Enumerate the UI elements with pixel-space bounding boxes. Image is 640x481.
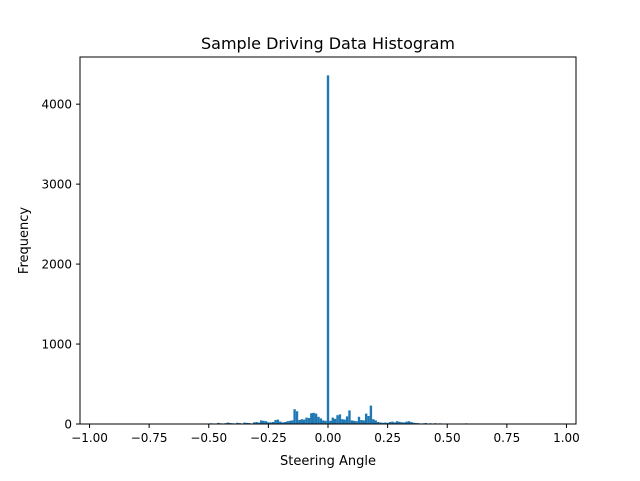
histogram-bar: [338, 414, 342, 424]
histogram-bar: [407, 421, 411, 424]
histogram-bar: [393, 422, 396, 424]
x-axis-label: Steering Angle: [280, 454, 376, 469]
histogram-bar: [286, 421, 289, 424]
histogram-bar: [243, 422, 246, 424]
histogram-bar: [343, 419, 346, 424]
histogram-bar: [236, 422, 239, 424]
histogram-bar: [264, 421, 268, 424]
histogram-bar: [283, 422, 287, 424]
histogram-bar: [357, 416, 361, 424]
histogram-bar: [381, 422, 385, 424]
y-tick-label: 2000: [41, 258, 72, 272]
histogram-bar: [364, 413, 368, 424]
x-tick-label: 0.25: [374, 431, 401, 445]
histogram-bar: [310, 413, 313, 424]
histogram-bar: [322, 420, 325, 424]
histogram-bar: [379, 422, 382, 424]
histogram-bar: [252, 422, 256, 424]
y-axis-ticks: 0 1000 2000 3000 4000: [41, 98, 80, 432]
histogram-bar: [374, 420, 377, 424]
histogram-bar: [400, 422, 404, 424]
x-axis-ticks: −1.00 −0.75 −0.50 −0.25 0.00 0.25 0.50 0.75 1.00: [71, 424, 580, 445]
histogram-bars: [102, 75, 568, 425]
plot-frame: [79, 56, 577, 425]
histogram-bar: [267, 422, 270, 424]
histogram-bar: [245, 422, 249, 424]
y-tick-label: 0: [64, 418, 72, 432]
histogram-bar: [260, 420, 263, 424]
histogram-bar: [329, 420, 332, 424]
histogram-bar: [305, 417, 308, 424]
x-tick-label: 0.75: [493, 431, 520, 445]
histogram-bar: [395, 421, 399, 424]
histogram-bar: [331, 417, 334, 424]
histogram-bar: [398, 421, 401, 424]
histogram-bar: [324, 420, 327, 424]
histogram-bar: [341, 419, 344, 424]
x-tick-label: −1.00: [71, 431, 108, 445]
y-axis-label: Frequency: [17, 207, 32, 274]
histogram-bar: [257, 422, 261, 424]
histogram-bar: [269, 422, 272, 424]
histogram-bar: [372, 419, 375, 424]
histogram-bar: [403, 422, 406, 424]
histogram-bar: [405, 421, 408, 424]
y-tick-label: 3000: [41, 178, 72, 192]
y-tick-label: 4000: [41, 98, 72, 112]
histogram-bar: [298, 420, 301, 424]
chart-title: Sample Driving Data Histogram: [201, 34, 455, 53]
x-tick-label: 0.00: [315, 431, 342, 445]
histogram-bar: [367, 416, 370, 424]
x-tick-label: 0.50: [434, 431, 461, 445]
histogram-bar: [307, 418, 311, 424]
histogram-bar: [274, 420, 277, 424]
histogram-bar: [348, 410, 351, 424]
x-tick-label: −0.25: [250, 431, 287, 445]
histogram-bar: [279, 421, 282, 424]
histogram-bar: [271, 422, 275, 424]
histogram-bar: [410, 422, 413, 424]
histogram-bar: [314, 413, 318, 424]
histogram-bar: [295, 411, 299, 424]
histogram-bar: [384, 422, 387, 424]
histogram-bar: [412, 422, 416, 424]
histogram-bar: [391, 421, 394, 424]
histogram-bar: [388, 422, 392, 424]
histogram-bar: [362, 420, 365, 424]
histogram-bar: [319, 418, 323, 424]
histogram-bar: [317, 416, 320, 424]
histogram-bar: [369, 405, 373, 424]
histogram-bar: [345, 416, 349, 424]
histogram-bar: [326, 75, 330, 424]
x-tick-label: −0.75: [131, 431, 168, 445]
histogram-bar: [312, 412, 315, 424]
histogram-bar: [386, 422, 389, 424]
histogram-bar: [353, 420, 356, 424]
y-tick-label: 1000: [41, 338, 72, 352]
x-tick-label: 1.00: [553, 431, 580, 445]
histogram-bar: [255, 422, 258, 424]
histogram-bar: [293, 409, 296, 424]
histogram-bar: [276, 419, 280, 424]
histogram-bar: [336, 415, 339, 424]
histogram-bar: [281, 422, 284, 424]
histogram-bar: [291, 420, 294, 424]
histogram-bar: [360, 420, 363, 424]
histogram-bar: [302, 419, 306, 424]
histogram-bar: [333, 418, 337, 424]
histogram-bar: [288, 420, 292, 424]
histogram-bar: [300, 419, 303, 424]
histogram-bar: [355, 421, 358, 424]
x-tick-label: −0.50: [190, 431, 227, 445]
histogram-bar: [350, 420, 354, 424]
histogram-bar: [217, 422, 220, 424]
histogram-bar: [376, 422, 380, 424]
histogram-bar: [262, 420, 265, 424]
histogram-bar: [226, 422, 230, 424]
